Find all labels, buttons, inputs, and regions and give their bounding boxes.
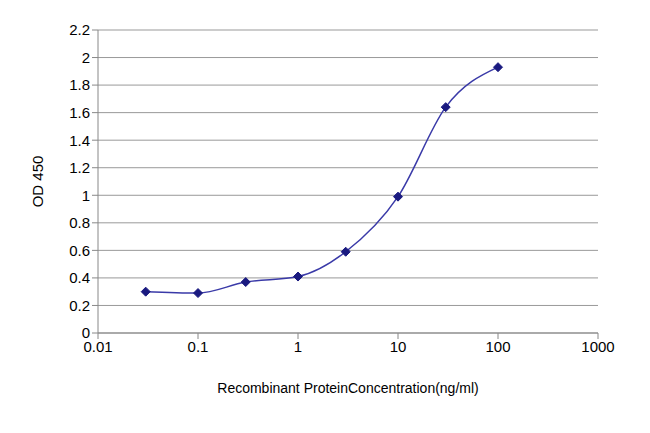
svg-text:2: 2 [82,49,90,66]
svg-text:1.2: 1.2 [69,159,90,176]
svg-text:0.6: 0.6 [69,242,90,259]
svg-text:0.01: 0.01 [83,337,113,355]
svg-text:10: 10 [390,338,407,355]
svg-text:0.8: 0.8 [69,214,90,231]
svg-text:0.2: 0.2 [69,297,90,314]
svg-text:1.8: 1.8 [69,76,90,93]
svg-text:Recombinant ProteinConcentrati: Recombinant ProteinConcentration(ng/ml) [217,380,478,396]
svg-text:1000: 1000 [581,338,614,355]
svg-text:1: 1 [294,338,302,355]
svg-text:1.6: 1.6 [69,104,90,121]
svg-text:0.1: 0.1 [188,338,209,355]
svg-text:0: 0 [82,324,90,341]
svg-text:2.2: 2.2 [69,21,90,38]
svg-text:0.4: 0.4 [69,269,90,286]
svg-text:100: 100 [485,338,510,355]
svg-text:OD 450: OD 450 [29,156,46,208]
svg-text:1.4: 1.4 [69,132,90,149]
svg-text:1: 1 [82,187,90,204]
